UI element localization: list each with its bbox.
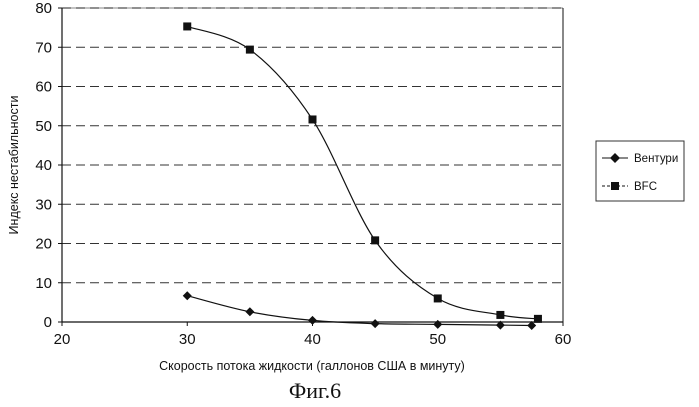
point-bfc-30	[183, 22, 191, 30]
y-tick-label-60: 60	[35, 79, 52, 96]
x-tick-label-20: 20	[54, 331, 71, 348]
series-line-0	[187, 296, 531, 326]
y-tick-label-70: 70	[35, 39, 52, 56]
legend-marker-bfc	[611, 182, 619, 190]
tick-labels: 0 10 20 30 40 50 60 70 80 20 30 40 50 60	[35, 0, 571, 348]
legend-label-bfc: BFC	[634, 181, 657, 193]
y-tick-label-40: 40	[35, 157, 52, 174]
y-tick-label-30: 30	[35, 196, 52, 213]
x-axis-title: Скорость потока жидкости (галлонов США в…	[159, 359, 465, 373]
axes	[58, 8, 563, 326]
point-venturi-45	[371, 319, 380, 328]
y-axis-title: Индекс нестабильности	[7, 96, 21, 235]
y-tick-label-20: 20	[35, 236, 52, 253]
point-venturi-40	[308, 316, 317, 325]
y-tick-label-0: 0	[44, 314, 52, 331]
x-tick-label-30: 30	[179, 331, 196, 348]
x-tick-label-60: 60	[555, 331, 572, 348]
series-line-1	[187, 26, 538, 319]
point-bfc-58	[534, 315, 542, 323]
x-tick-label-50: 50	[429, 331, 446, 348]
legend-label-venturi: Вентури	[634, 153, 678, 165]
point-bfc-45	[371, 236, 379, 244]
y-tick-label-80: 80	[35, 0, 52, 17]
point-bfc-35	[246, 46, 254, 54]
point-bfc-50	[434, 294, 442, 302]
series	[183, 22, 542, 330]
y-tick-label-50: 50	[35, 118, 52, 135]
y-tick-label-10: 10	[35, 275, 52, 292]
legend: Вентури BFC	[596, 141, 684, 201]
grid	[62, 8, 563, 283]
point-venturi-35	[245, 307, 254, 316]
point-bfc-55	[496, 311, 504, 319]
x-tick-label-40: 40	[304, 331, 321, 348]
point-venturi-30	[183, 291, 192, 300]
point-bfc-40	[309, 115, 317, 123]
figure-caption: Фиг.6	[289, 378, 341, 403]
point-venturi-50	[433, 320, 442, 329]
